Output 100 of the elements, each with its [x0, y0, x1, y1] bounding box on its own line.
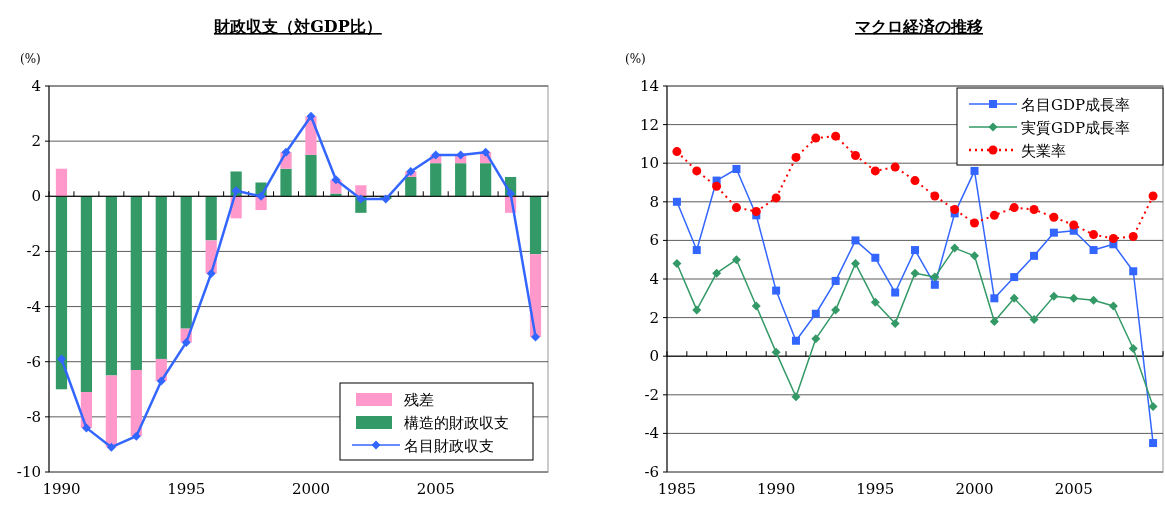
bar: [529, 196, 542, 255]
point: [531, 332, 541, 342]
point: [1049, 228, 1058, 237]
point: [356, 194, 366, 204]
point: [672, 197, 681, 206]
y-tick-label: -2: [644, 385, 659, 404]
x-tick-label: 1985: [657, 480, 697, 498]
point: [456, 150, 466, 160]
bar: [280, 168, 292, 197]
point: [481, 147, 491, 157]
y-tick-label: 0: [31, 187, 41, 206]
point: [811, 133, 821, 143]
y-tick-label: -2: [26, 242, 41, 261]
point: [930, 191, 940, 201]
y-tick-label: 2: [649, 308, 659, 327]
bar: [130, 196, 142, 370]
point: [1009, 293, 1019, 303]
point: [732, 164, 741, 173]
point: [990, 294, 999, 303]
point: [181, 337, 191, 347]
bar: [80, 196, 93, 393]
point: [791, 336, 800, 345]
x-tick-label: 2005: [1054, 480, 1093, 498]
point: [911, 246, 919, 255]
legend-label: 名目GDP成長率: [1021, 96, 1131, 114]
bar: [105, 375, 117, 448]
point: [831, 276, 840, 285]
point: [1129, 267, 1138, 276]
point: [692, 166, 702, 176]
bar: [205, 196, 217, 241]
point: [950, 243, 960, 253]
point: [712, 181, 722, 191]
point: [231, 186, 241, 196]
point: [772, 286, 781, 295]
point: [1089, 246, 1098, 255]
x-tick-label: 2005: [416, 480, 455, 498]
y-tick-label: -4: [644, 424, 659, 443]
point: [1009, 203, 1019, 213]
point: [56, 354, 66, 364]
point: [712, 268, 722, 278]
chart-title: 財政収支（対GDP比）: [213, 17, 382, 36]
point: [930, 280, 939, 289]
y-tick-label: -10: [16, 463, 41, 481]
point: [306, 111, 316, 121]
x-tick-label: 1990: [42, 480, 81, 498]
point: [506, 189, 516, 199]
point: [1089, 230, 1099, 240]
point: [256, 191, 266, 201]
point: [910, 176, 920, 186]
bar: [130, 369, 142, 437]
point: [771, 193, 781, 203]
point: [106, 442, 116, 452]
y-tick-label: 6: [649, 231, 659, 250]
point: [791, 392, 801, 402]
point: [692, 305, 702, 315]
point: [850, 150, 860, 160]
point: [281, 147, 291, 157]
point: [1148, 401, 1158, 411]
point: [890, 318, 900, 328]
bar: [455, 163, 467, 197]
x-tick-label: 1990: [757, 480, 796, 498]
point: [672, 147, 682, 157]
point: [381, 194, 391, 204]
point: [1029, 315, 1039, 325]
bar: [480, 163, 492, 197]
point: [1030, 251, 1039, 260]
chart-title: マクロ経済の推移: [855, 17, 983, 36]
point: [891, 288, 900, 297]
y-tick-label: 0: [649, 347, 659, 366]
point: [791, 152, 801, 162]
point: [156, 376, 166, 386]
legend-label: 残差: [404, 391, 434, 409]
y-tick-label: 4: [649, 270, 659, 288]
point: [831, 131, 841, 141]
point: [1010, 273, 1019, 282]
point: [831, 305, 841, 315]
point: [206, 268, 216, 278]
x-tick-label: 2000: [955, 480, 994, 498]
point: [1029, 205, 1039, 215]
point: [950, 205, 960, 215]
point: [930, 272, 940, 282]
point: [1108, 301, 1118, 311]
point: [672, 259, 682, 269]
y-axis-title: (%): [20, 52, 41, 66]
point: [989, 210, 999, 220]
point: [731, 255, 741, 265]
point: [1149, 439, 1158, 448]
point: [871, 253, 880, 262]
legend-label: 失業率: [1021, 142, 1066, 160]
x-tick-label: 2000: [291, 480, 331, 498]
point: [970, 166, 979, 175]
legend-label: 名目財政収支: [404, 437, 494, 455]
point: [989, 316, 999, 326]
legend-label: 構造的財政収支: [404, 414, 509, 432]
y-tick-label: 12: [639, 115, 659, 134]
y-tick-label: 2: [31, 132, 41, 151]
y-tick-label: -6: [26, 352, 41, 371]
point: [890, 162, 900, 172]
y-tick-label: 4: [31, 77, 41, 95]
legend-label: 実質GDP成長率: [1021, 119, 1131, 137]
